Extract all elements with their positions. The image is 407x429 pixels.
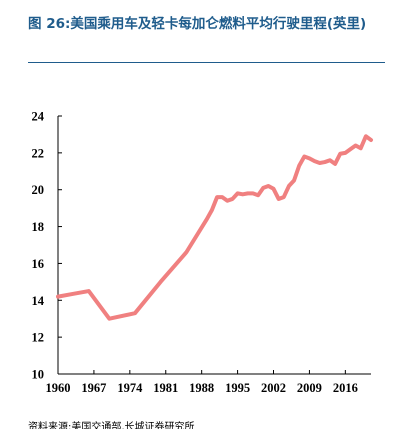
y-tick-label: 20 <box>32 183 45 197</box>
y-tick-label: 24 <box>32 110 45 124</box>
y-tick-label: 10 <box>32 368 45 382</box>
source-note: 资料来源:美国交通部,长城证券研究所 <box>28 422 195 429</box>
chart-title: 图 26:美国乘用车及轻卡每加仑燃料平均行驶里程(英里) <box>28 16 367 32</box>
title-divider <box>28 62 385 63</box>
series-line <box>56 134 373 321</box>
x-tick-label: 1967 <box>81 381 106 395</box>
y-tick-label: 12 <box>32 331 45 345</box>
x-tick-label: 1974 <box>117 381 143 395</box>
x-tick-label: 2009 <box>297 381 322 395</box>
data-points <box>57 136 372 319</box>
x-tick-label: 1995 <box>225 381 250 395</box>
x-axis-ticks: 1960 1967 1974 1981 1988 1995 2002 2009 2016 <box>46 370 358 395</box>
x-tick-label: 1960 <box>46 381 71 395</box>
y-tick-label: 16 <box>32 257 45 271</box>
y-tick-label: 14 <box>32 294 45 308</box>
y-tick-label: 18 <box>32 220 45 234</box>
x-tick-label: 2002 <box>261 381 286 395</box>
y-tick-label: 22 <box>32 146 45 160</box>
x-tick-label: 1981 <box>153 381 178 395</box>
x-tick-label: 1988 <box>189 381 214 395</box>
x-tick-label: 2016 <box>333 381 358 395</box>
y-axis-ticks: 10 12 14 16 18 20 22 24 <box>32 110 62 382</box>
